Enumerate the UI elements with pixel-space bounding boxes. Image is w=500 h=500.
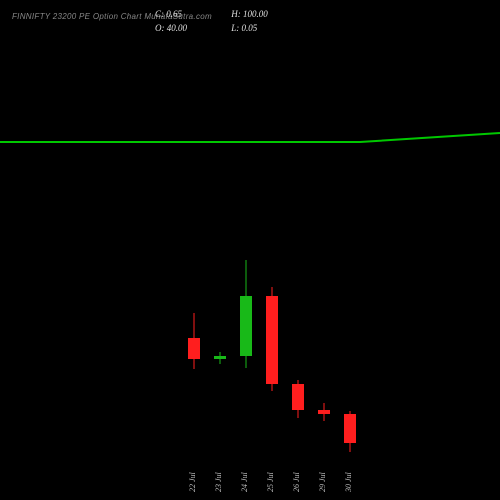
ohlc-close: C: 0.65: [155, 8, 187, 22]
chart-plot-area: [0, 40, 500, 460]
ohlc-readout: C: 0.65 O: 40.00 H: 100.00 L: 0.05: [155, 8, 268, 35]
trend-line: [0, 40, 500, 460]
x-axis-labels: 22 Jul 23 Jul 24 Jul 25 Jul 26 Jul 29 Jul 30 J…: [0, 452, 500, 492]
x-tick-label: 25 Jul: [266, 472, 275, 492]
candle-body: [318, 410, 330, 414]
x-tick-label: 30 Jul: [344, 472, 353, 492]
candle-body: [344, 414, 356, 443]
ohlc-open: O: 40.00: [155, 22, 187, 36]
x-tick-label: 22 Jul: [188, 472, 197, 492]
candle-body: [292, 384, 304, 409]
x-tick-label: 23 Jul: [214, 472, 223, 492]
x-tick-label: 29 Jul: [318, 472, 327, 492]
candle-body: [188, 338, 200, 359]
candle-body: [214, 356, 226, 359]
ohlc-high: H: 100.00: [231, 8, 268, 22]
candle-body: [266, 296, 278, 384]
candle-body: [240, 296, 252, 356]
x-tick-label: 24 Jul: [240, 472, 249, 492]
x-tick-label: 26 Jul: [292, 472, 301, 492]
ohlc-low: L: 0.05: [231, 22, 268, 36]
